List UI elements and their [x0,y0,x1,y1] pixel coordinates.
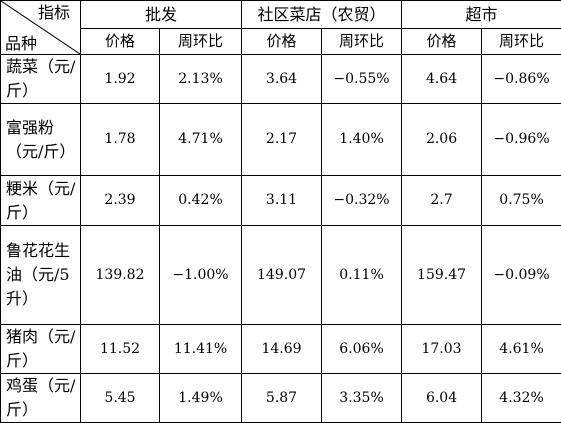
table-cell: −0.86% [482,55,561,104]
table-cell: 4.64 [402,55,482,104]
table-cell: 0.42% [160,176,242,226]
table-cell: 2.39 [81,176,160,226]
header-row-sub: 价格 周环比 价格 周环比 价格 周环比 [1,29,561,55]
table-cell: 11.52 [81,325,160,374]
table-row: 鲁花花生油（元/5升） 139.82 −1.00% 149.07 0.11% 1… [1,226,561,325]
table-row: 鸡蛋（元/斤） 5.45 1.49% 5.87 3.35% 6.04 4.32% [1,374,561,423]
table-cell: 3.11 [242,176,322,226]
table-cell: 14.69 [242,325,322,374]
table-cell: 2.17 [242,104,322,176]
table-row: 粳米（元/斤） 2.39 0.42% 3.11 −0.32% 2.7 0.75% [1,176,561,226]
table-cell: 1.78 [81,104,160,176]
table-cell: 6.04 [402,374,482,423]
table-cell: 2.06 [402,104,482,176]
header-row-groups: 指标 品种 批发 社区菜店（农贸） 超市 [1,1,561,29]
corner-cell: 指标 品种 [1,1,81,55]
table-cell: 2.7 [402,176,482,226]
table-cell: 5.87 [242,374,322,423]
table-cell: 17.03 [402,325,482,374]
table-cell: 3.64 [242,55,322,104]
group-header-supermarket: 超市 [402,1,561,29]
table-cell: 4.61% [482,325,561,374]
product-name: 鸡蛋（元/斤） [1,374,81,423]
group-header-wholesale: 批发 [81,1,242,29]
table-row: 猪肉（元/斤） 11.52 11.41% 14.69 6.06% 17.03 4… [1,325,561,374]
table-cell: 3.35% [322,374,402,423]
table-cell: 1.92 [81,55,160,104]
table-cell: 159.47 [402,226,482,325]
table-cell: 4.71% [160,104,242,176]
subheader-weekly-change: 周环比 [322,29,402,55]
subheader-price: 价格 [242,29,322,55]
product-name: 蔬菜（元/斤） [1,55,81,104]
table-cell: 149.07 [242,226,322,325]
group-header-community-store: 社区菜店（农贸） [242,1,402,29]
product-name: 鲁花花生油（元/5升） [1,226,81,325]
table-cell: −0.55% [322,55,402,104]
product-name: 富强粉（元/斤） [1,104,81,176]
table-cell: 2.13% [160,55,242,104]
table-cell: −0.32% [322,176,402,226]
table-cell: 139.82 [81,226,160,325]
corner-label-indicator: 指标 [38,3,70,22]
subheader-price: 价格 [81,29,160,55]
subheader-price: 价格 [402,29,482,55]
subheader-weekly-change: 周环比 [482,29,561,55]
product-name: 猪肉（元/斤） [1,325,81,374]
table-cell: 1.40% [322,104,402,176]
table-cell: 4.32% [482,374,561,423]
table-row: 蔬菜（元/斤） 1.92 2.13% 3.64 −0.55% 4.64 −0.8… [1,55,561,104]
table-cell: 11.41% [160,325,242,374]
corner-label-product: 品种 [5,34,37,53]
table-cell: −1.00% [160,226,242,325]
table-cell: 5.45 [81,374,160,423]
product-name: 粳米（元/斤） [1,176,81,226]
table-cell: −0.09% [482,226,561,325]
table-cell: −0.96% [482,104,561,176]
table-cell: 6.06% [322,325,402,374]
table-row: 富强粉（元/斤） 1.78 4.71% 2.17 1.40% 2.06 −0.9… [1,104,561,176]
table-cell: 0.75% [482,176,561,226]
table-cell: 1.49% [160,374,242,423]
subheader-weekly-change: 周环比 [160,29,242,55]
table-cell: 0.11% [322,226,402,325]
